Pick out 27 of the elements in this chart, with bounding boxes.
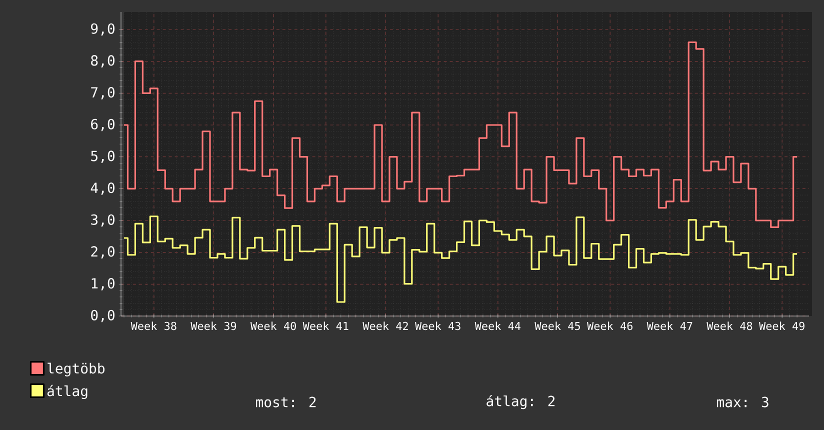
x-tick-label: Week 46 <box>587 322 632 330</box>
text: max: 3 <box>716 396 768 408</box>
x-tick-label: Week 48 <box>706 322 752 330</box>
x-tick-label: Week 44 <box>474 322 520 330</box>
text: átlag: 2 <box>486 394 555 410</box>
y-tick-label: 3,0 <box>91 214 114 227</box>
x-tick-label: Week 40 <box>250 322 296 330</box>
y-tick-label: 1,0 <box>92 278 114 290</box>
x-tick-label: Week 39 <box>190 322 236 330</box>
text: most: 2 <box>256 396 316 408</box>
y-tick-label: 6,0 <box>91 118 114 132</box>
y-tick-label: 4,0 <box>90 182 114 195</box>
x-tick-label: Week 47 <box>646 322 692 330</box>
x-tick-label: Week 43 <box>415 322 460 330</box>
y-tick-label: 2,0 <box>91 246 114 258</box>
legend-label: átlag <box>47 384 88 400</box>
y-tick-label: 5,0 <box>91 150 114 163</box>
x-tick-label: Week 49 <box>759 322 804 330</box>
x-tick-label: Week 38 <box>130 322 176 330</box>
x-tick-label: Week 42 <box>362 322 408 330</box>
x-tick-label: Week 41 <box>302 322 348 330</box>
y-tick-label: 0,0 <box>91 310 114 322</box>
x-tick-label: Week 45 <box>534 322 580 330</box>
y-tick-label: 9,0 <box>91 23 114 36</box>
legend-label: legtöbb <box>48 362 104 376</box>
y-tick-label: 7,0 <box>91 87 114 100</box>
y-tick-label: 8,0 <box>91 55 114 68</box>
